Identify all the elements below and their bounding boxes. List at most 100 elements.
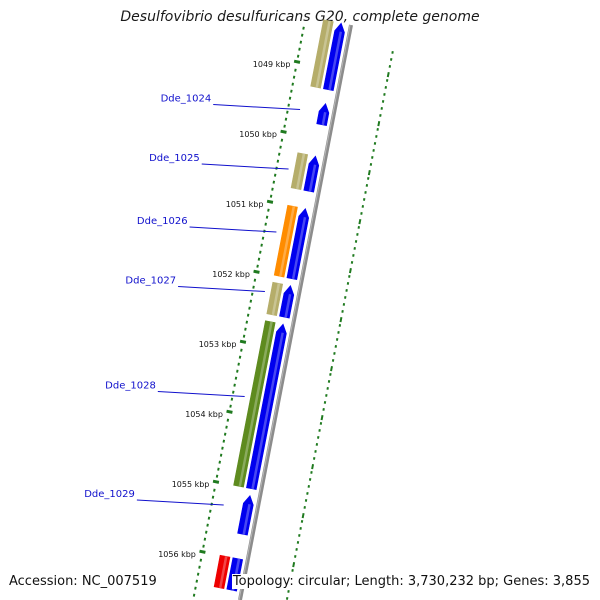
kbp-tick-minor (246, 313, 250, 317)
kbp-tick-minor (276, 159, 280, 163)
gene-label-dde-1028[interactable]: Dde_1028 (105, 381, 156, 392)
kbp-tick-minor (250, 292, 254, 296)
kbp-tick-minor (240, 348, 243, 352)
kbp-tick-minor (209, 509, 212, 513)
kbp-label: 1055 kbp (172, 480, 210, 489)
gc-dot (330, 366, 333, 372)
kbp-label: 1052 kbp (212, 270, 250, 279)
feature-highlight (279, 206, 296, 277)
kbp-tick-minor (238, 355, 242, 359)
kbp-tick-minor (257, 257, 261, 261)
gc-dot (348, 268, 352, 274)
kbp-tick-minor (287, 103, 290, 107)
feature-bar (266, 281, 284, 316)
kbp-tick-major (199, 549, 206, 554)
kbp-tick-minor (302, 26, 305, 30)
kbp-tick-minor (242, 334, 246, 338)
kbp-tick-minor (300, 33, 304, 37)
kbp-tick-minor (223, 432, 227, 436)
feature-bar (233, 320, 276, 488)
kbp-tick-minor (299, 40, 303, 44)
kbp-tick-minor (283, 124, 286, 128)
kbp-tick-minor (292, 75, 296, 79)
kbp-tick-minor (290, 89, 293, 93)
feature-bar (310, 19, 334, 89)
gene-label-dde-1024[interactable]: Dde_1024 (161, 94, 212, 105)
gc-dot (301, 513, 305, 519)
kbp-tick-minor (222, 439, 226, 443)
kbp-tick-minor (215, 474, 219, 478)
gc-dot (358, 219, 362, 225)
kbp-tick-minor (296, 54, 300, 58)
kbp-tick-minor (203, 537, 207, 541)
feature-highlight (242, 504, 251, 535)
kbp-tick-minor (233, 383, 236, 387)
gene-leader-line (157, 391, 245, 398)
kbp-tick-minor (288, 96, 292, 100)
feature-highlight (271, 283, 281, 316)
kbp-tick-major (239, 339, 247, 344)
accession-label: Accession: NC_007519 (8, 574, 158, 589)
kbp-tick-major (280, 129, 287, 134)
feature-highlight (296, 153, 306, 190)
kbp-tick-track: 1049 kbp 1050 kbp 1051 kbp 1052 kbp 1053 kbp… (158, 26, 305, 597)
kbp-label: 1051 kbp (226, 200, 264, 209)
kbp-tick-minor (237, 362, 240, 366)
gene-leader-line (213, 104, 301, 111)
gene-label-dde-1027[interactable]: Dde_1027 (125, 276, 176, 287)
backbone-shine (238, 24, 351, 600)
kbp-tick-minor (211, 495, 215, 499)
kbp-tick-minor (213, 488, 216, 492)
kbp-tick-minor (234, 376, 238, 380)
cds-feature (286, 208, 310, 280)
kbp-tick-major (266, 199, 274, 204)
feature-highlight (328, 31, 342, 91)
kbp-tick-minor (259, 250, 262, 254)
kbp-tick-minor (194, 586, 197, 590)
kbp-tick-minor (253, 278, 257, 282)
feature-highlight (321, 112, 327, 126)
kbp-tick-minor (256, 264, 259, 268)
kbp-tick-minor (198, 565, 201, 569)
kbp-tick-minor (207, 516, 211, 520)
backbone (238, 24, 353, 600)
kbp-tick-minor (273, 173, 277, 177)
feature-highlight (308, 164, 317, 192)
kbp-tick-major (293, 59, 301, 64)
cds-feature (246, 323, 287, 490)
kbp-tick-minor (221, 446, 224, 450)
feature-bar (213, 554, 231, 589)
gene-label-dde-1029[interactable]: Dde_1029 (84, 489, 135, 500)
feature-highlight (219, 556, 228, 589)
gene-leader-line (178, 286, 265, 293)
kbp-label: 1053 kbp (199, 340, 237, 349)
kbp-tick-minor (280, 138, 284, 142)
kbp-tick-minor (229, 404, 232, 408)
gene-leader-line (136, 499, 224, 506)
gc-dot (320, 415, 324, 421)
kbp-label: 1056 kbp (158, 550, 196, 559)
gene-label-track: Dde_1024 Dde_1025 Dde_1026 Dde_1027 Dde_1028… (84, 94, 301, 506)
kbp-tick-minor (225, 425, 228, 429)
kbp-tick-minor (206, 523, 209, 527)
kbp-tick-major (212, 479, 220, 484)
gc-dot (367, 170, 371, 176)
kbp-tick-minor (269, 194, 273, 198)
gene-label-dde-1025[interactable]: Dde_1025 (149, 153, 200, 164)
kbp-tick-minor (195, 579, 199, 583)
kbp-tick-minor (230, 397, 234, 401)
feature-bar (290, 152, 309, 190)
kbp-tick-minor (272, 180, 276, 184)
feature-highlight (291, 217, 307, 280)
gc-dot (386, 72, 390, 78)
kbp-tick-minor (294, 68, 297, 72)
kbp-tick-minor (265, 215, 269, 219)
kbp-tick-minor (232, 390, 235, 394)
gene-label-dde-1026[interactable]: Dde_1026 (137, 216, 188, 227)
kbp-tick-minor (277, 152, 281, 156)
kbp-label: 1050 kbp (239, 130, 277, 139)
gc-dot (311, 464, 315, 470)
gc-dot (339, 317, 343, 323)
kbp-tick-minor (204, 530, 208, 534)
